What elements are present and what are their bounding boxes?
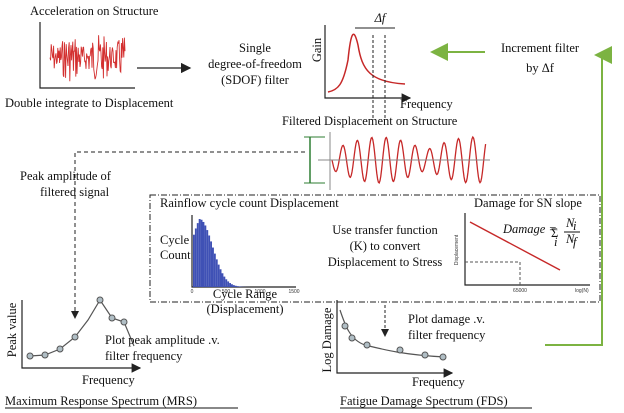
sn-axes xyxy=(464,213,590,286)
mrs-axes xyxy=(21,300,142,373)
hist-bar xyxy=(198,219,201,287)
acc-axes xyxy=(39,22,135,89)
mrs-curve xyxy=(29,298,135,357)
fds-x: Frequency xyxy=(412,375,466,389)
hist-bar xyxy=(227,281,230,287)
gain-axes xyxy=(324,25,412,103)
hist-bar xyxy=(236,286,239,287)
hist-bar xyxy=(232,285,235,287)
hist-x: Cycle Range xyxy=(213,287,278,301)
hist-bar xyxy=(194,228,197,287)
hist-bar xyxy=(221,273,224,287)
process-box xyxy=(149,194,601,303)
fds-note: Plot damage .v. xyxy=(408,312,485,326)
hist-bar xyxy=(193,234,195,287)
hist-bar xyxy=(212,247,214,287)
acc-caption: Double integrate to Displacement xyxy=(5,96,174,110)
mrs-x: Frequency xyxy=(82,373,136,387)
green-loop xyxy=(545,46,612,346)
gain-x-label: Frequency xyxy=(400,97,454,111)
sn-y: Displacement xyxy=(454,234,460,265)
acceleration-signal xyxy=(49,35,126,82)
peak-line: filtered signal xyxy=(40,185,110,199)
transfer-line: Use transfer function xyxy=(332,223,438,237)
hist-bar xyxy=(206,230,209,287)
hist-bar xyxy=(210,241,212,287)
hist-bar xyxy=(229,283,231,287)
sdof-line: degree-of-freedom xyxy=(208,57,302,71)
fds-y: Log Damage xyxy=(320,307,334,372)
tick: 500 xyxy=(222,289,231,295)
hist-bar xyxy=(202,221,205,287)
formula-den: N xyxy=(565,232,575,246)
mrs-note: Plot peak amplitude .v. xyxy=(105,333,220,347)
formula-num: N xyxy=(565,216,575,230)
filtered-title: Filtered Displacement on Structure xyxy=(282,114,458,128)
hist-bar xyxy=(234,285,237,287)
hist-bar xyxy=(219,269,222,287)
hist-axes xyxy=(191,215,296,288)
hist-bar xyxy=(223,276,226,287)
hist-bar xyxy=(200,219,203,287)
hist-bar xyxy=(208,235,211,287)
formula-index: i xyxy=(554,235,558,249)
formula-den-sub: f xyxy=(573,235,578,249)
gain-label: Gain xyxy=(310,37,324,62)
formula-num-sub: i xyxy=(573,219,577,233)
sdof-line: (SDOF) filter xyxy=(221,73,290,87)
tick: 1500 xyxy=(288,289,299,295)
transfer-line: Displacement to Stress xyxy=(328,255,443,269)
sn-tick: 65000 xyxy=(513,288,527,294)
dash xyxy=(465,261,521,285)
fds-title: Fatigue Damage Spectrum (FDS) xyxy=(340,394,508,408)
hist-bar xyxy=(238,286,241,287)
mrs-y: Peak value xyxy=(5,302,19,357)
hist-bar xyxy=(215,259,218,287)
hist-y: Count xyxy=(160,248,191,262)
transfer-line: (K) to convert xyxy=(350,239,421,253)
hist-x: (Displacement) xyxy=(206,302,283,316)
mrs-title: Maximum Response Spectrum (MRS) xyxy=(5,394,197,408)
gain-curve xyxy=(327,33,406,93)
tick: 1000 xyxy=(254,289,265,295)
sdof-line: Single xyxy=(239,41,271,55)
hist-y: Cycle xyxy=(160,233,190,247)
mrs-points xyxy=(26,296,128,360)
fds-points xyxy=(341,322,447,361)
hist-bar xyxy=(204,225,207,287)
histogram xyxy=(193,219,250,287)
acc-title: Acceleration on Structure xyxy=(30,4,159,18)
formula-sum: Σ xyxy=(551,226,558,240)
formula-lhs: Damage = xyxy=(502,222,557,236)
mrs-note: filter frequency xyxy=(105,349,183,363)
increment-line: Increment filter xyxy=(501,41,580,55)
increment-line: by Δf xyxy=(526,61,555,75)
tick: 0 xyxy=(191,289,194,295)
signals xyxy=(49,35,487,184)
sn-line xyxy=(469,221,561,271)
hist-bar xyxy=(231,284,233,287)
hist-bar xyxy=(196,223,199,287)
rainflow-title: Rainflow cycle count Displacement xyxy=(160,196,339,210)
hist-bar xyxy=(213,253,216,287)
hist-bar xyxy=(225,279,228,287)
filtered-signal xyxy=(331,135,487,184)
fds-axes xyxy=(336,300,454,378)
sn-title: Damage for SN slope xyxy=(474,196,582,210)
fds-note: filter frequency xyxy=(408,328,486,342)
peak-line: Peak amplitude of xyxy=(20,169,112,183)
formula: Damage = Σ i N i N f xyxy=(502,216,580,249)
sn-x: log(N) xyxy=(575,288,589,294)
hist-bar xyxy=(217,264,220,287)
delta: Δf xyxy=(374,11,387,25)
